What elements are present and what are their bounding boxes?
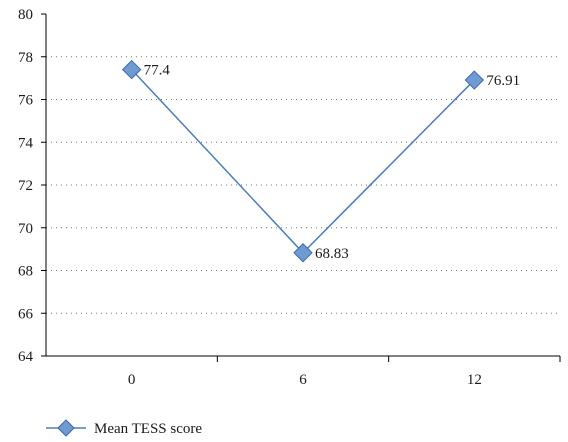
y-tick-labels: 64 66 68 70 72 74 76 78 80 (18, 7, 46, 365)
legend-label: Mean TESS score (94, 421, 202, 437)
x-tick-labels: 0 6 12 (128, 356, 561, 388)
data-label: 77.4 (144, 63, 171, 79)
data-label: 68.83 (315, 246, 349, 262)
y-tick-label: 66 (18, 306, 34, 322)
series-mean-tess-score (121, 59, 485, 263)
y-tick-label: 74 (18, 135, 34, 151)
y-tick-label: 78 (18, 50, 33, 66)
x-tick-label: 6 (299, 372, 307, 388)
y-tick-label: 76 (18, 93, 34, 109)
y-tick-label: 72 (18, 178, 33, 194)
y-tick-label: 64 (18, 349, 34, 365)
data-labels: 77.4 68.83 76.91 (144, 63, 520, 262)
axes (45, 14, 560, 357)
y-tick-label: 68 (18, 264, 33, 280)
y-tick-label: 80 (18, 7, 33, 23)
data-label: 76.91 (486, 73, 520, 89)
data-point-marker (121, 59, 142, 80)
series-line (131, 69, 475, 254)
data-point-marker (464, 70, 485, 90)
data-point-marker (293, 243, 313, 263)
gridlines (46, 56, 560, 314)
y-tick-label: 70 (18, 221, 33, 237)
x-tick-label: 12 (467, 372, 482, 388)
x-tick-label: 0 (128, 372, 136, 388)
legend-diamond-icon (57, 419, 75, 437)
legend: Mean TESS score (46, 419, 202, 437)
